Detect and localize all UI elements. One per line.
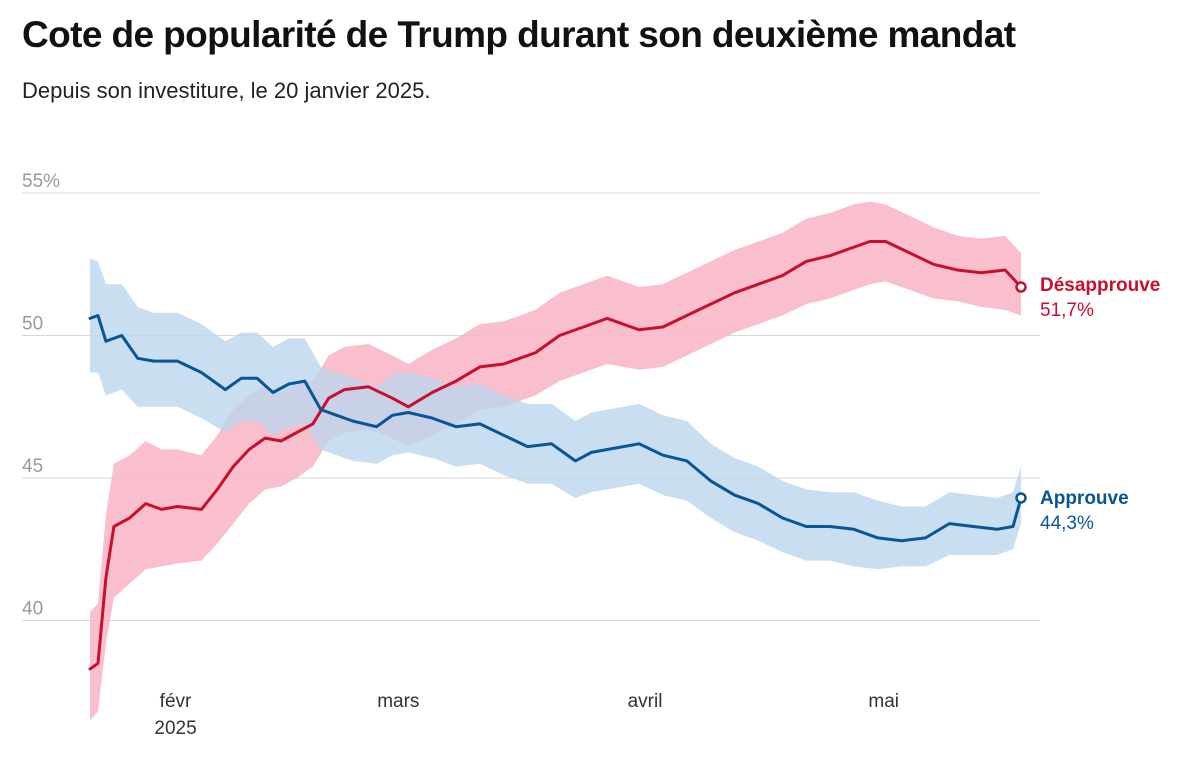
series-label-disapprove: Désapprouve [1040, 275, 1160, 296]
series-line-approve [88, 314, 1023, 543]
x-tick-label-mars: mars [377, 691, 419, 712]
series-label-approve: Approuve [1040, 488, 1129, 509]
x-tick-label-févr: févr [160, 691, 192, 712]
y-tick-label-40: 40 [22, 599, 43, 620]
label-layer: Désapprouve 51,7% Approuve 44,3% [1040, 275, 1160, 534]
series-value-disapprove: 51,7% [1040, 300, 1094, 321]
chart-subtitle: Depuis son investiture, le 20 janvier 20… [22, 78, 431, 103]
series-line-disapprove [88, 240, 1023, 671]
y-tick-label-50: 50 [22, 314, 43, 335]
line-layer [88, 240, 1027, 671]
band-layer [90, 201, 1021, 721]
x-tick-sublabel-févr: 2025 [154, 718, 196, 739]
grid-layer: 55% 50 45 40 févr 2025 mars avril mai [22, 171, 1040, 739]
y-tick-label-45: 45 [22, 456, 43, 477]
series-value-approve: 44,3% [1040, 513, 1094, 534]
x-tick-label-avril: avril [628, 691, 663, 712]
end-point-approve [1015, 492, 1027, 504]
confidence-band-approve [90, 258, 1021, 570]
x-tick-label-mai: mai [868, 691, 899, 712]
y-tick-label-55: 55% [22, 171, 60, 192]
chart-title: Cote de popularité de Trump durant son d… [22, 14, 1016, 55]
confidence-band-disapprove [90, 201, 1021, 721]
end-point-disapprove [1015, 281, 1027, 293]
